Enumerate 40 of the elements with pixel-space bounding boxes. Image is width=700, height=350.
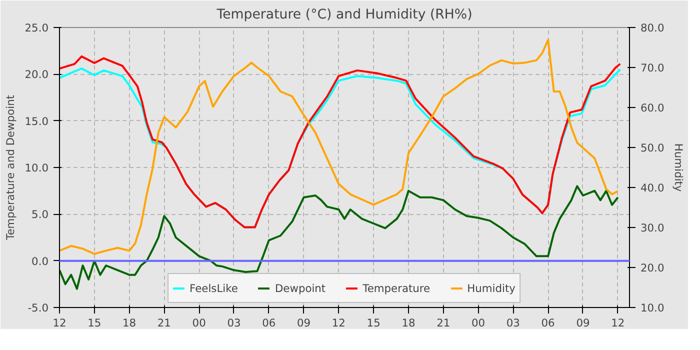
x-tick-label: 21 — [157, 316, 171, 330]
y2-tick-label: 80.0 — [640, 22, 664, 34]
x-tick-label: 06 — [262, 316, 276, 330]
y-tick-label: 20.0 — [24, 68, 49, 82]
y-tick-label: 15.0 — [24, 114, 49, 128]
x-tick-label: 18 — [122, 316, 136, 330]
x-tick-label: 12 — [332, 316, 346, 330]
legend-label: Humidity — [467, 282, 516, 294]
y-tick-label: -5.0 — [28, 302, 49, 314]
x-tick-label: 12 — [52, 316, 66, 330]
y-tick-label: 10.0 — [24, 162, 49, 174]
y-tick-label: 25.0 — [24, 22, 49, 34]
x-tick-label: 12 — [611, 316, 625, 330]
x-tick-label: 00 — [192, 316, 206, 330]
x-tick-label: 18 — [402, 316, 416, 330]
chart-title: Temperature (°C) and Humidity (RH%) — [216, 8, 472, 22]
x-tick-label: 06 — [541, 316, 556, 330]
line-series — [60, 38, 619, 255]
x-tick-label: 03 — [506, 316, 520, 330]
y2-tick-label: 20.0 — [640, 262, 664, 274]
y2-tick-label: 70.0 — [640, 62, 664, 74]
y2-tick-label: 10.0 — [640, 302, 664, 314]
y-axis-title: Temperature and Dewpoint — [4, 95, 17, 241]
y2-tick-label: 40.0 — [640, 182, 664, 194]
legend-label: Temperature — [362, 282, 430, 294]
legend-label: FeelsLike — [190, 282, 238, 294]
x-tick-label: 21 — [436, 316, 450, 330]
y2-tick-label: 50.0 — [640, 142, 664, 154]
x-tick-label: 09 — [297, 316, 311, 330]
y2-axis-title: Humidity — [672, 143, 686, 192]
x-tick-label: 15 — [88, 316, 102, 330]
y-tick-label: 5.0 — [32, 208, 49, 222]
y2-tick-label: 30.0 — [640, 222, 664, 234]
x-tick-label: 09 — [576, 316, 590, 330]
x-tick-label: 03 — [227, 316, 241, 330]
y-tick-label: 0.0 — [32, 254, 49, 268]
y2-tick-label: 60.0 — [640, 102, 664, 114]
x-tick-label: 15 — [366, 316, 380, 330]
x-tick-label: 00 — [471, 316, 486, 330]
legend-label: Dewpoint — [274, 282, 326, 294]
